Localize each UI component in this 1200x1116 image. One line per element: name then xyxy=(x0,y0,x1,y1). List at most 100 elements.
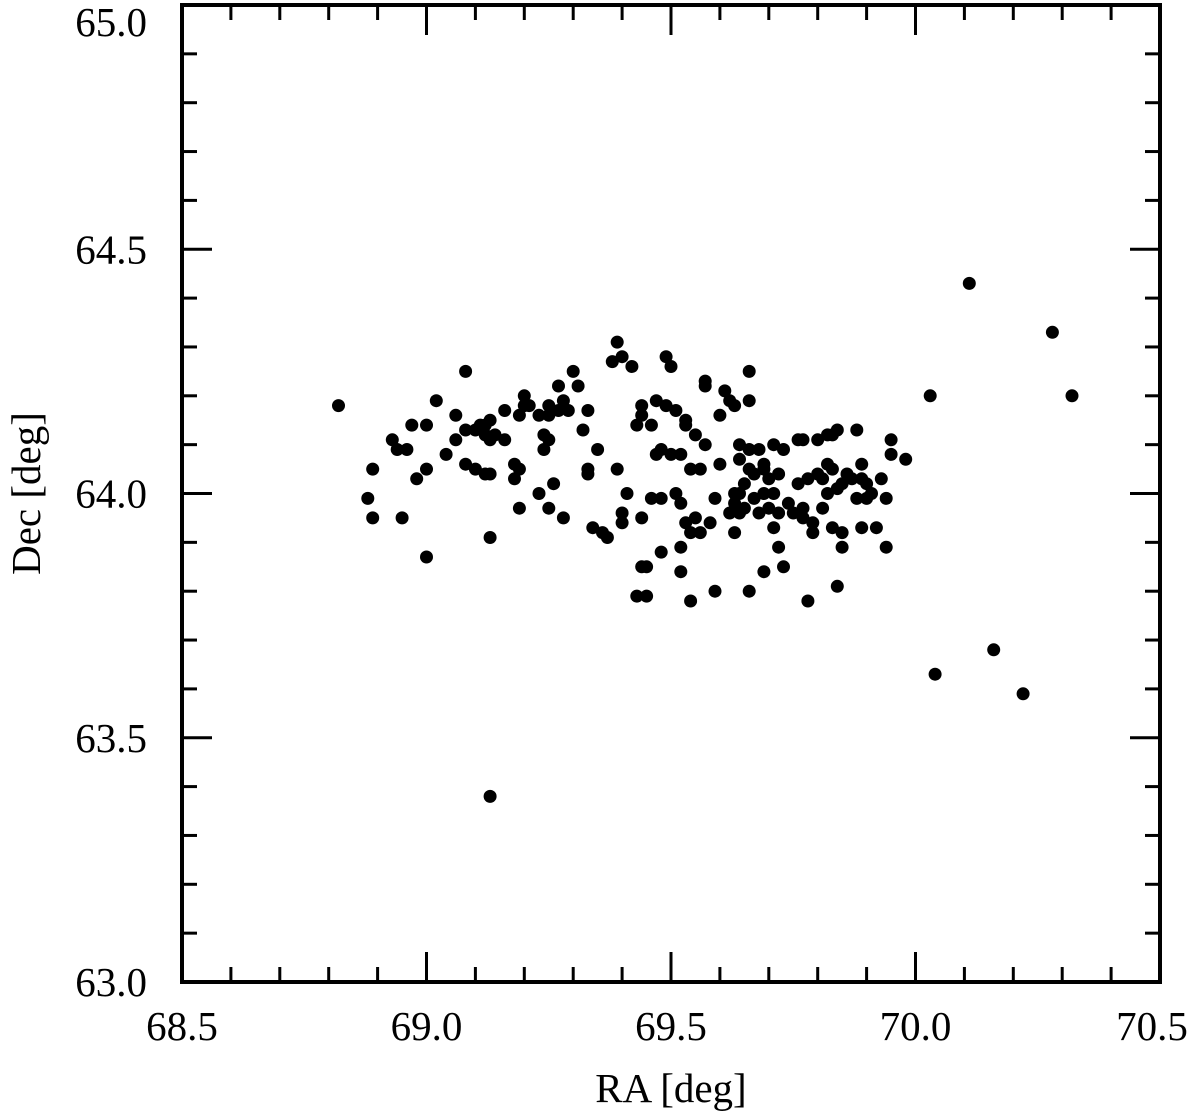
data-point xyxy=(684,526,698,540)
data-point xyxy=(644,491,658,505)
data-point xyxy=(644,418,658,432)
data-point xyxy=(615,350,629,364)
data-point xyxy=(498,404,512,417)
data-point xyxy=(459,364,473,378)
data-point xyxy=(825,521,839,535)
data-point xyxy=(811,433,825,447)
data-point xyxy=(390,443,404,456)
data-point xyxy=(874,472,888,486)
data-point xyxy=(987,643,1001,657)
data-point xyxy=(400,443,414,456)
data-point xyxy=(786,506,800,520)
data-point xyxy=(757,462,771,476)
data-point xyxy=(884,433,898,447)
data-point xyxy=(654,443,668,456)
data-point xyxy=(640,560,654,574)
data-point xyxy=(512,462,526,476)
data-point xyxy=(566,364,580,378)
data-point xyxy=(772,467,786,481)
data-points xyxy=(332,276,1079,803)
y-axis-label: Dec [deg] xyxy=(3,412,49,575)
data-point xyxy=(742,443,756,456)
x-tick-label: 69.0 xyxy=(391,1003,463,1049)
data-point xyxy=(630,418,644,432)
data-point xyxy=(591,443,605,456)
data-point xyxy=(508,472,521,486)
data-point xyxy=(366,462,380,476)
data-point xyxy=(708,584,722,598)
x-tick-label: 69.5 xyxy=(635,1003,707,1049)
data-point xyxy=(806,516,820,530)
data-point xyxy=(537,443,551,456)
data-point xyxy=(674,496,688,510)
data-point xyxy=(483,789,497,803)
data-point xyxy=(483,413,497,427)
y-tick-label: 63.5 xyxy=(75,715,147,761)
data-point xyxy=(654,545,668,559)
data-point xyxy=(684,594,698,608)
data-point xyxy=(777,443,790,456)
data-point xyxy=(733,438,746,452)
data-point xyxy=(630,589,644,603)
data-point xyxy=(781,496,795,510)
data-point xyxy=(522,399,536,413)
data-point xyxy=(640,589,654,603)
data-point xyxy=(556,511,570,525)
data-point xyxy=(552,379,565,393)
data-point xyxy=(772,540,786,554)
data-point xyxy=(928,667,942,681)
data-point xyxy=(556,394,570,408)
data-point xyxy=(762,501,776,515)
data-point xyxy=(860,477,874,491)
data-point xyxy=(850,423,864,437)
data-point xyxy=(459,423,473,437)
data-point xyxy=(713,408,727,422)
data-point xyxy=(742,394,756,408)
data-point xyxy=(747,491,761,505)
data-point xyxy=(664,447,678,461)
data-point xyxy=(733,487,746,500)
data-point xyxy=(679,516,693,530)
data-point xyxy=(674,565,688,579)
x-tick-label: 70.0 xyxy=(880,1003,952,1049)
data-point xyxy=(635,399,649,413)
data-point xyxy=(835,540,849,554)
data-point xyxy=(498,433,512,447)
data-point xyxy=(561,404,575,417)
data-point xyxy=(688,511,702,525)
data-point xyxy=(806,526,820,540)
data-point xyxy=(581,404,595,417)
data-point xyxy=(855,521,869,535)
x-tick-label: 68.5 xyxy=(146,1003,218,1049)
data-point xyxy=(610,335,624,349)
data-point xyxy=(796,511,810,525)
data-point xyxy=(708,491,722,505)
data-point xyxy=(635,408,649,422)
data-point xyxy=(884,447,898,461)
data-point xyxy=(679,418,693,432)
data-point xyxy=(366,511,380,525)
data-point xyxy=(410,472,424,486)
data-point xyxy=(830,423,844,437)
data-point xyxy=(483,467,497,481)
data-point xyxy=(586,521,600,535)
data-point xyxy=(698,374,712,388)
data-point xyxy=(879,491,893,505)
data-point xyxy=(542,501,556,515)
data-point xyxy=(488,428,502,442)
data-point xyxy=(659,350,673,364)
data-point xyxy=(767,487,781,500)
data-point xyxy=(532,408,546,422)
data-point xyxy=(459,457,473,471)
data-point xyxy=(615,506,629,520)
data-point xyxy=(576,423,590,437)
data-point xyxy=(674,540,688,554)
data-point xyxy=(757,565,771,579)
data-point xyxy=(605,355,619,369)
data-point xyxy=(757,487,771,500)
data-point xyxy=(747,467,761,481)
data-point xyxy=(420,550,433,564)
data-point xyxy=(713,457,727,471)
data-point xyxy=(816,472,830,486)
